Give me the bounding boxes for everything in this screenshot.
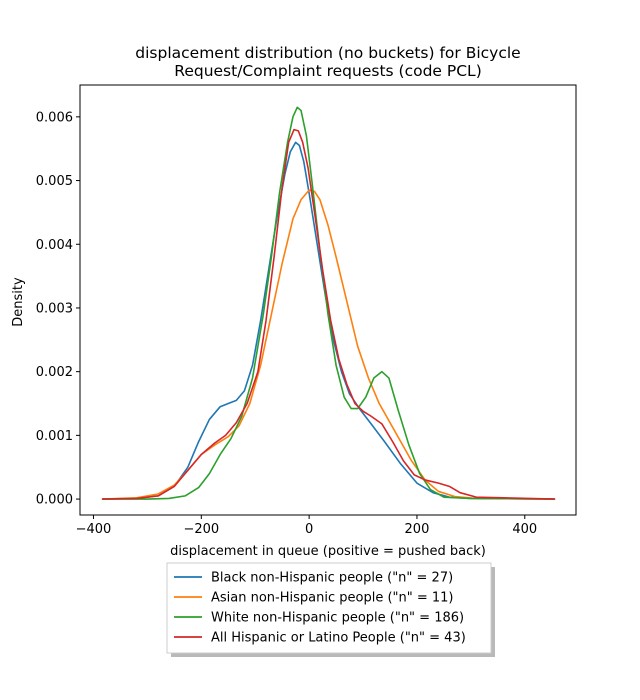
y-tick-label: 0.002: [36, 365, 73, 380]
x-tick-label: 400: [512, 522, 537, 537]
chart-title-line2: Request/Complaint requests (code PCL): [174, 62, 482, 80]
legend-label-1: Asian non-Hispanic people ("n" = 11): [211, 591, 454, 606]
y-tick-label: 0.006: [36, 110, 73, 125]
y-tick-label: 0.000: [36, 493, 73, 508]
plot-area: −400 −200 0 200 400 0.000 0.001 0.002 0.003 0.004…: [36, 84, 577, 537]
x-axis-label: displacement in queue (positive = pushed…: [170, 544, 486, 559]
y-tick-label: 0.003: [36, 301, 73, 316]
axes-frame: [79, 84, 577, 516]
legend-label-3: All Hispanic or Latino People ("n" = 43): [211, 631, 466, 646]
x-tick-label: 0: [305, 522, 313, 537]
series-line-0: [101, 141, 556, 500]
legend-frame: [166, 562, 492, 654]
series-line-3: [101, 128, 556, 500]
y-tick-label: 0.001: [36, 429, 73, 444]
y-tick-label: 0.004: [36, 238, 73, 253]
x-tick-label: −200: [183, 522, 219, 537]
legend-label-0: Black non-Hispanic people ("n" = 27): [211, 571, 453, 586]
y-axis-label: Density: [11, 277, 26, 327]
series-line-2: [101, 106, 556, 500]
y-tick-label: 0.005: [36, 174, 73, 189]
legend: Black non-Hispanic people ("n" = 27) Asia…: [166, 562, 495, 657]
x-tick-label: −400: [76, 522, 112, 537]
legend-label-2: White non-Hispanic people ("n" = 186): [211, 611, 464, 626]
x-tick-label: 200: [405, 522, 430, 537]
series-line-1: [101, 189, 556, 500]
chart-title-line1: displacement distribution (no buckets) f…: [135, 44, 520, 62]
